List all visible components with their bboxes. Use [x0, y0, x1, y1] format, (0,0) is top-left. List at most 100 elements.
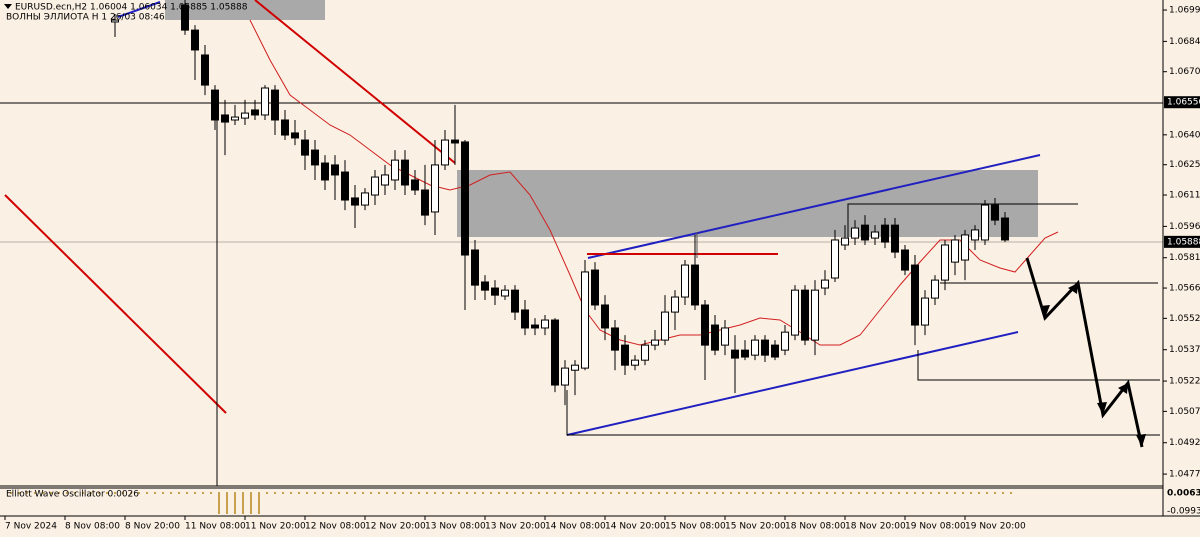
candle-body [641, 344, 649, 361]
candle-body [631, 359, 639, 366]
oscillator-dot [610, 492, 612, 494]
oscillator-dot [666, 492, 668, 494]
oscillator-dot [466, 492, 468, 494]
oscillator-dot [642, 492, 644, 494]
candle-body [761, 339, 769, 356]
oscillator-axis-label: 0.0063 [1167, 489, 1200, 499]
candle-body [311, 149, 319, 166]
oscillator-dot [130, 492, 132, 494]
candle-body [431, 164, 439, 213]
candle-body [951, 239, 959, 263]
oscillator-dot [194, 492, 196, 494]
oscillator-dot [90, 492, 92, 494]
candle-body [801, 289, 809, 341]
oscillator-dot [450, 492, 452, 494]
oscillator-dot [978, 492, 980, 494]
x-tick-label: 19 Nov 08:00 [905, 522, 966, 532]
oscillator-dot [570, 492, 572, 494]
candle-body [611, 327, 619, 351]
oscillator-dot [10, 492, 12, 494]
candle-body [791, 289, 799, 336]
oscillator-dot [746, 492, 748, 494]
oscillator-dot [522, 492, 524, 494]
candle-body [331, 164, 339, 176]
oscillator-dot [26, 492, 28, 494]
x-tick-label: 15 Nov 08:00 [665, 522, 726, 532]
oscillator-dot [210, 492, 212, 494]
oscillator-dot [434, 492, 436, 494]
oscillator-bar [258, 492, 260, 514]
level-line [566, 390, 1160, 436]
y-tick-label: 1.06997 [1169, 6, 1200, 16]
candle-body [811, 289, 819, 341]
y-tick-label: 1.06702 [1169, 67, 1200, 77]
candle-body [561, 367, 569, 386]
oscillator-dot [498, 492, 500, 494]
oscillator-dot [394, 492, 396, 494]
candle-body [261, 87, 269, 116]
oscillator-dot [810, 492, 812, 494]
oscillator-dot [426, 492, 428, 494]
trend-line [117, 1, 161, 18]
oscillator-dot [266, 492, 268, 494]
oscillator-dot [386, 492, 388, 494]
candle-body [391, 159, 399, 181]
oscillator-dot [658, 492, 660, 494]
candle-body [891, 224, 899, 253]
candle-body [541, 319, 549, 329]
oscillator-dot [698, 492, 700, 494]
oscillator-dot [290, 492, 292, 494]
oscillator-dot [842, 492, 844, 494]
arrow-head [1097, 402, 1107, 415]
candle-body [591, 269, 599, 306]
y-tick-label: 1.05962 [1169, 222, 1200, 232]
x-tick-label: 18 Nov 20:00 [845, 522, 906, 532]
oscillator-dot [786, 492, 788, 494]
oscillator-dot [594, 492, 596, 494]
trend-line [254, 0, 456, 164]
oscillator-dot [962, 492, 964, 494]
candle-body [231, 116, 239, 121]
oscillator-dot [834, 492, 836, 494]
candle-body [681, 264, 689, 298]
x-tick-label: 11 Nov 08:00 [185, 522, 246, 532]
oscillator-dot [170, 492, 172, 494]
oscillator-dot [586, 492, 588, 494]
oscillator-dot [682, 492, 684, 494]
oscillator-dot [986, 492, 988, 494]
y-tick-label: 1.05667 [1169, 284, 1200, 294]
oscillator-dot [346, 492, 348, 494]
oscillator-axis-label: -0.0993 [1167, 507, 1200, 517]
candle-body [621, 344, 629, 366]
candle-body [321, 162, 329, 181]
candle-body [601, 304, 609, 329]
x-tick-label: 13 Nov 08:00 [425, 522, 486, 532]
candle-body [111, 19, 119, 23]
arrow-head [1040, 305, 1050, 318]
candle-body [411, 179, 419, 191]
candle-body [511, 289, 519, 313]
oscillator-dot [514, 492, 516, 494]
x-tick-label: 15 Nov 20:00 [725, 522, 786, 532]
candle-body [241, 112, 249, 119]
candle-body [441, 139, 449, 166]
oscillator-dot [98, 492, 100, 494]
oscillator-dot [314, 492, 316, 494]
y-tick-label: 1.06847 [1169, 37, 1200, 47]
oscillator-dot [162, 492, 164, 494]
candle-body [861, 224, 869, 241]
oscillator-bar [242, 492, 244, 514]
candle-body [871, 231, 879, 239]
oscillator-dot [490, 492, 492, 494]
candle-body [271, 89, 279, 121]
candle-body [221, 114, 229, 123]
oscillator-dot [562, 492, 564, 494]
candle-body [691, 264, 699, 306]
candle-body [371, 176, 379, 196]
candle-body [671, 296, 679, 313]
oscillator-dot [530, 492, 532, 494]
candle-body [521, 309, 529, 329]
oscillator-dot [362, 492, 364, 494]
oscillator-dot [762, 492, 764, 494]
oscillator-dot [42, 492, 44, 494]
